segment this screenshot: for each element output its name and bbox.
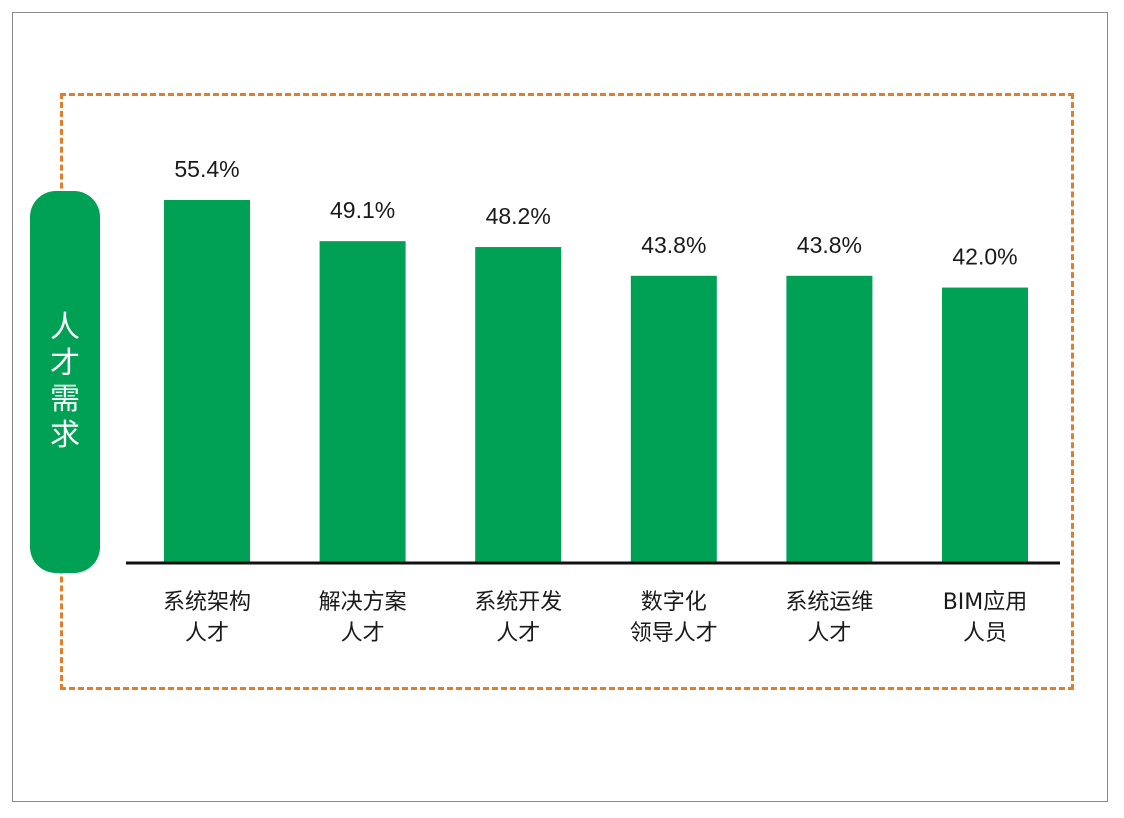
value-label-6: 42.0% xyxy=(952,244,1017,270)
category-label-4-line-1: 数字化 xyxy=(641,590,707,615)
category-label-1-line-2: 人才 xyxy=(185,621,229,646)
bar-4 xyxy=(630,275,717,562)
bar-3 xyxy=(475,247,562,562)
category-label-3-line-2: 人才 xyxy=(496,621,540,646)
value-label-2: 49.1% xyxy=(330,197,395,223)
bar-6 xyxy=(942,287,1028,562)
bar-2 xyxy=(319,241,406,562)
value-label-5: 43.8% xyxy=(797,232,862,258)
y-axis-label-box: 人才需求 xyxy=(30,191,100,573)
y-axis-label: 人才需求 xyxy=(50,310,80,453)
value-label-4: 43.8% xyxy=(641,232,706,258)
category-label-5-line-2: 人才 xyxy=(807,621,851,646)
value-label-3: 48.2% xyxy=(486,203,551,229)
category-label-2-line-1: 解决方案 xyxy=(319,590,407,615)
category-label-2-line-2: 人才 xyxy=(341,621,385,646)
category-label-3-line-1: 系统开发 xyxy=(474,590,562,615)
category-label-4-line-2: 领导人才 xyxy=(630,621,718,646)
bar-5 xyxy=(786,275,873,562)
category-label-6-line-1: BIM应用 xyxy=(943,590,1028,615)
category-label-1-line-1: 系统架构 xyxy=(163,590,251,615)
bars-layer xyxy=(164,200,1028,562)
value-label-1: 55.4% xyxy=(174,156,239,182)
category-label-5-line-1: 系统运维 xyxy=(785,590,873,615)
bar-1 xyxy=(164,200,250,562)
category-label-6-line-2: 人员 xyxy=(963,621,1007,646)
